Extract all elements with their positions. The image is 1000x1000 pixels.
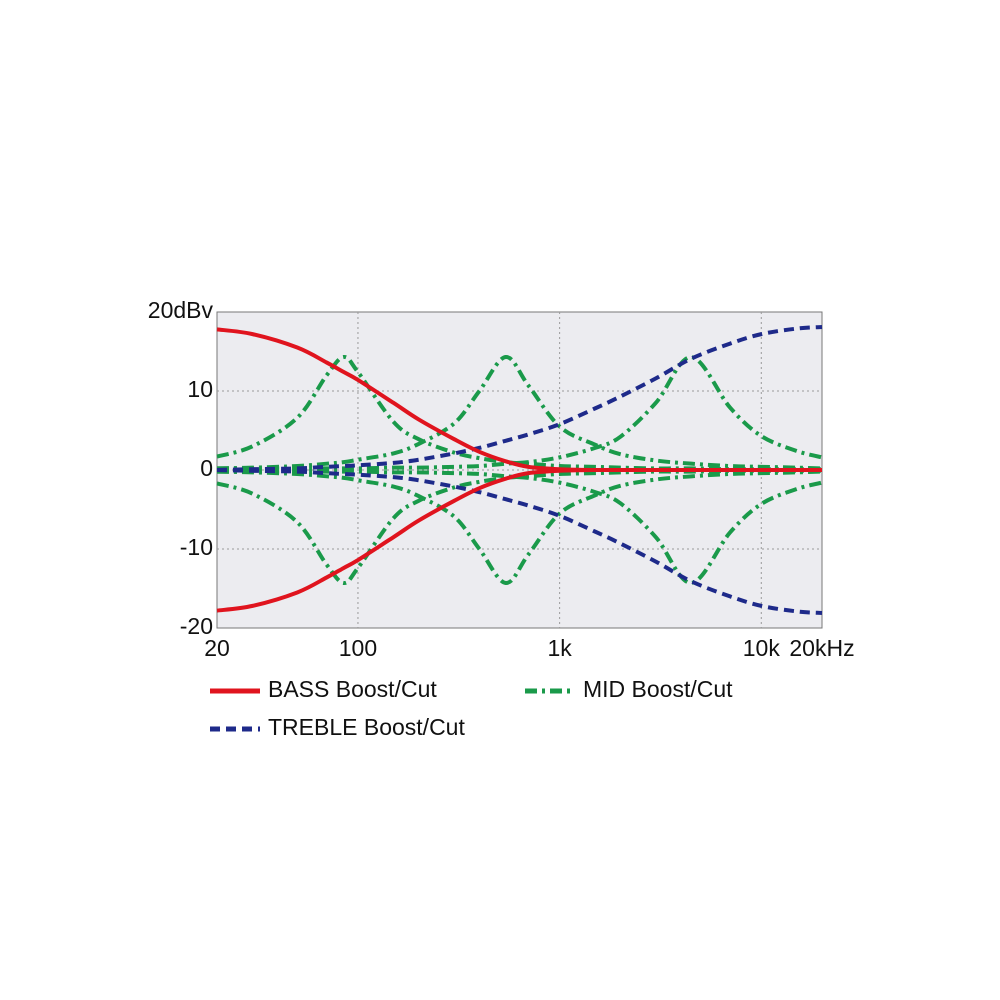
curve xyxy=(216,468,823,615)
curve xyxy=(216,469,823,585)
legend-label: BASS Boost/Cut xyxy=(268,676,437,702)
x-tick-label: 1k xyxy=(547,635,572,661)
curve xyxy=(217,355,823,471)
legend-label: MID Boost/Cut xyxy=(583,676,733,702)
y-tick-label: 0 xyxy=(200,455,213,481)
curve xyxy=(216,325,823,472)
y-tick-label: 20dBv xyxy=(148,297,214,323)
curve xyxy=(216,355,823,471)
x-tick-label: 10k xyxy=(743,635,781,661)
x-tick-label: 20 xyxy=(204,635,230,661)
y-tick-label: -10 xyxy=(180,534,213,560)
curve xyxy=(216,467,822,613)
x-tick-label: 100 xyxy=(339,635,377,661)
x-tick-label: 20kHz xyxy=(789,635,854,661)
legend-label: TREBLE Boost/Cut xyxy=(268,714,465,740)
y-tick-label: 10 xyxy=(187,376,213,402)
curve xyxy=(216,469,823,585)
y-tick-label: -20 xyxy=(180,613,213,639)
